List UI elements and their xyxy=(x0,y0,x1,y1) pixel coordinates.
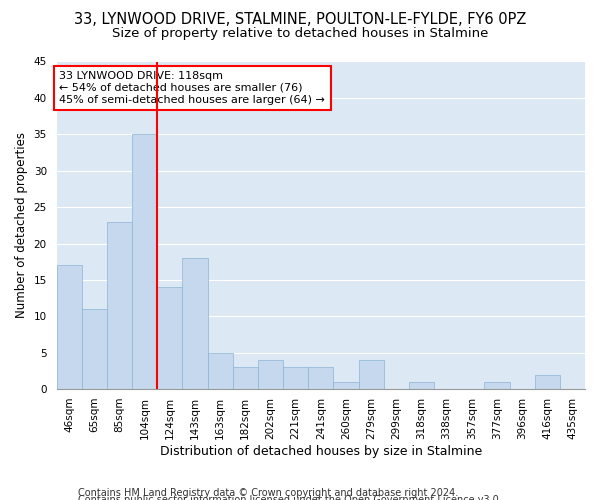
Text: Contains public sector information licensed under the Open Government Licence v3: Contains public sector information licen… xyxy=(78,495,502,500)
Bar xyxy=(535,374,560,389)
Bar xyxy=(258,360,283,389)
Bar xyxy=(484,382,509,389)
Y-axis label: Number of detached properties: Number of detached properties xyxy=(15,132,28,318)
Text: 33 LYNWOOD DRIVE: 118sqm
← 54% of detached houses are smaller (76)
45% of semi-d: 33 LYNWOOD DRIVE: 118sqm ← 54% of detach… xyxy=(59,72,325,104)
Bar xyxy=(334,382,359,389)
Bar xyxy=(233,368,258,389)
Bar xyxy=(56,266,82,389)
Text: Size of property relative to detached houses in Stalmine: Size of property relative to detached ho… xyxy=(112,28,488,40)
Text: Contains HM Land Registry data © Crown copyright and database right 2024.: Contains HM Land Registry data © Crown c… xyxy=(78,488,458,498)
Text: 33, LYNWOOD DRIVE, STALMINE, POULTON-LE-FYLDE, FY6 0PZ: 33, LYNWOOD DRIVE, STALMINE, POULTON-LE-… xyxy=(74,12,526,28)
Bar xyxy=(157,287,182,389)
X-axis label: Distribution of detached houses by size in Stalmine: Distribution of detached houses by size … xyxy=(160,444,482,458)
Bar xyxy=(132,134,157,389)
Bar xyxy=(208,353,233,389)
Bar xyxy=(409,382,434,389)
Bar xyxy=(82,309,107,389)
Bar xyxy=(107,222,132,389)
Bar xyxy=(283,368,308,389)
Bar xyxy=(182,258,208,389)
Bar xyxy=(308,368,334,389)
Bar xyxy=(359,360,383,389)
